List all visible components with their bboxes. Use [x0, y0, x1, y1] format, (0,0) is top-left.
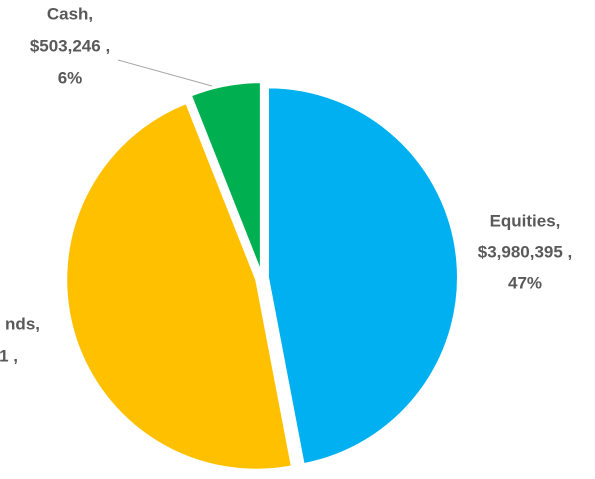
slice-amount: 41 ,	[0, 346, 18, 365]
slice-percent: 47%	[508, 273, 542, 292]
slice-label: Cash,	[47, 4, 93, 23]
leader-line	[117, 59, 213, 87]
slice-label: Equities,	[490, 211, 561, 230]
pie-slice	[189, 81, 262, 273]
slice-amount: $503,246 ,	[30, 36, 110, 55]
pie-slice	[65, 101, 294, 471]
slice-label: nds,	[5, 314, 40, 333]
slice-percent: 6%	[58, 68, 83, 87]
pie-slice	[266, 86, 459, 466]
slice-amount: $3,980,395 ,	[478, 242, 573, 261]
